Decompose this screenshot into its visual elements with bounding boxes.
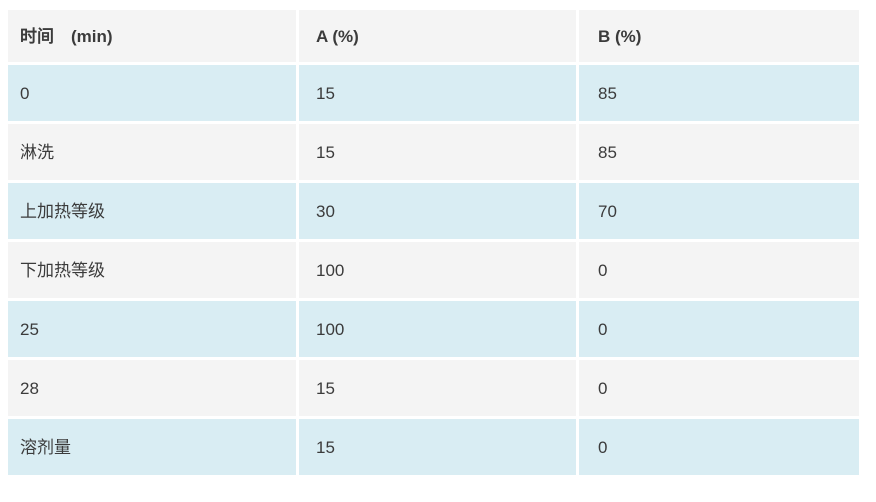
cell-a-percent: 15 bbox=[299, 419, 576, 475]
cell-time: 0 bbox=[8, 65, 296, 121]
cell-time: 下加热等级 bbox=[8, 242, 296, 298]
cell-b-percent: 0 bbox=[579, 301, 859, 357]
cell-a-percent: 100 bbox=[299, 301, 576, 357]
column-header-a-percent: A (%) bbox=[299, 10, 576, 62]
cell-a-percent: 100 bbox=[299, 242, 576, 298]
cell-time: 28 bbox=[8, 360, 296, 416]
cell-time: 25 bbox=[8, 301, 296, 357]
table-row: 溶剂量 15 0 bbox=[8, 419, 859, 475]
header-row: 时间 (min) A (%) B (%) bbox=[8, 10, 859, 62]
cell-time: 溶剂量 bbox=[8, 419, 296, 475]
gradient-table: 时间 (min) A (%) B (%) 0 15 85 淋洗 15 85 上加… bbox=[5, 7, 862, 478]
table-row: 28 15 0 bbox=[8, 360, 859, 416]
cell-b-percent: 70 bbox=[579, 183, 859, 239]
column-header-b-percent: B (%) bbox=[579, 10, 859, 62]
cell-time: 淋洗 bbox=[8, 124, 296, 180]
table-row: 淋洗 15 85 bbox=[8, 124, 859, 180]
table-row: 0 15 85 bbox=[8, 65, 859, 121]
cell-b-percent: 0 bbox=[579, 242, 859, 298]
cell-time: 上加热等级 bbox=[8, 183, 296, 239]
cell-b-percent: 85 bbox=[579, 65, 859, 121]
column-header-time: 时间 (min) bbox=[8, 10, 296, 62]
cell-b-percent: 0 bbox=[579, 419, 859, 475]
cell-b-percent: 85 bbox=[579, 124, 859, 180]
table-row: 下加热等级 100 0 bbox=[8, 242, 859, 298]
cell-a-percent: 15 bbox=[299, 360, 576, 416]
table-row: 上加热等级 30 70 bbox=[8, 183, 859, 239]
table-row: 25 100 0 bbox=[8, 301, 859, 357]
cell-a-percent: 15 bbox=[299, 124, 576, 180]
cell-a-percent: 15 bbox=[299, 65, 576, 121]
cell-b-percent: 0 bbox=[579, 360, 859, 416]
cell-a-percent: 30 bbox=[299, 183, 576, 239]
